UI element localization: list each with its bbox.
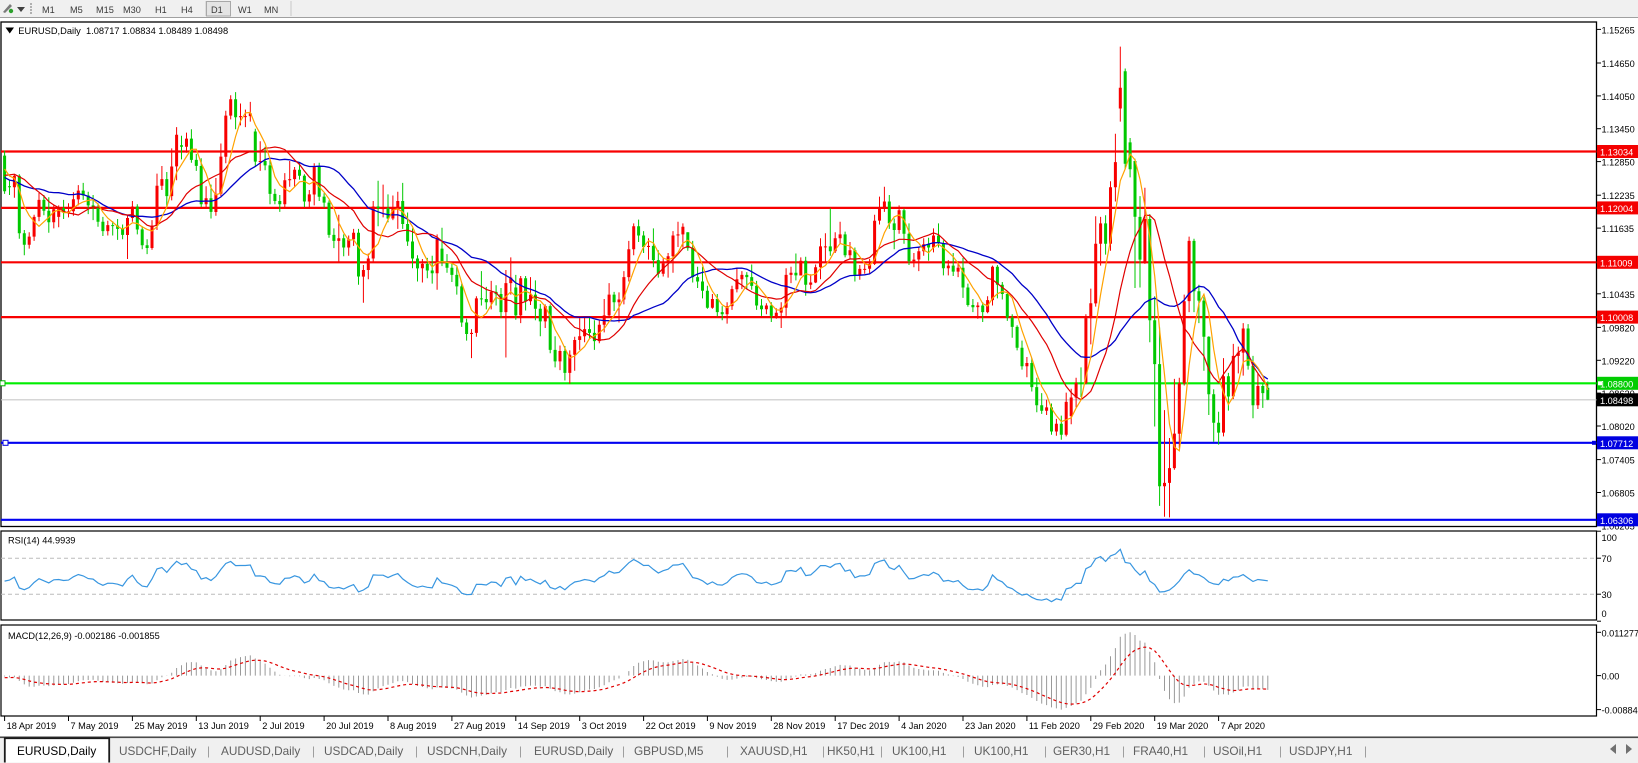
svg-text:23 Jan 2020: 23 Jan 2020 bbox=[965, 721, 1016, 731]
svg-text:13 Jun 2019: 13 Jun 2019 bbox=[198, 721, 249, 731]
svg-text:GBPUSD,M5: GBPUSD,M5 bbox=[634, 744, 704, 758]
svg-text:1.09220: 1.09220 bbox=[1602, 356, 1635, 366]
svg-text:H4: H4 bbox=[181, 5, 193, 15]
svg-text:MACD(12,26,9) -0.002186 -0.001: MACD(12,26,9) -0.002186 -0.001855 bbox=[8, 631, 160, 641]
svg-text:1.06306: 1.06306 bbox=[1600, 516, 1633, 526]
svg-text:7 Apr 2020: 7 Apr 2020 bbox=[1221, 721, 1265, 731]
svg-text:|: | bbox=[880, 744, 883, 758]
svg-text:D1: D1 bbox=[211, 5, 223, 15]
svg-text:RSI(14) 44.9939: RSI(14) 44.9939 bbox=[8, 536, 75, 546]
svg-text:|: | bbox=[519, 744, 522, 758]
svg-text:2 Jul 2019: 2 Jul 2019 bbox=[262, 721, 304, 731]
svg-text:17 Dec 2019: 17 Dec 2019 bbox=[837, 721, 889, 731]
svg-text:0: 0 bbox=[1602, 609, 1607, 619]
svg-text:19 Mar 2020: 19 Mar 2020 bbox=[1157, 721, 1209, 731]
svg-text:1.11635: 1.11635 bbox=[1602, 224, 1635, 234]
svg-text:11 Feb 2020: 11 Feb 2020 bbox=[1029, 721, 1080, 731]
svg-text:1.12004: 1.12004 bbox=[1600, 204, 1633, 214]
svg-text:|: | bbox=[822, 744, 825, 758]
svg-text:70: 70 bbox=[1602, 554, 1612, 564]
svg-text:UK100,H1: UK100,H1 bbox=[974, 744, 1028, 758]
svg-text:28 Nov 2019: 28 Nov 2019 bbox=[773, 721, 825, 731]
svg-text:27 Aug 2019: 27 Aug 2019 bbox=[454, 721, 506, 731]
svg-text:USDJPY,H1: USDJPY,H1 bbox=[1289, 744, 1352, 758]
svg-text:M5: M5 bbox=[70, 5, 83, 15]
svg-text:1.13034: 1.13034 bbox=[1600, 148, 1633, 158]
svg-text:1.12850: 1.12850 bbox=[1602, 158, 1635, 168]
svg-text:M1: M1 bbox=[42, 5, 55, 15]
svg-text:EURUSD,Daily: EURUSD,Daily bbox=[534, 744, 613, 758]
svg-text:29 Feb 2020: 29 Feb 2020 bbox=[1093, 721, 1145, 731]
svg-text:M15: M15 bbox=[96, 5, 114, 15]
svg-text:1.08020: 1.08020 bbox=[1602, 422, 1635, 432]
svg-text:|: | bbox=[622, 744, 625, 758]
svg-text:W1: W1 bbox=[238, 5, 252, 15]
svg-text:4 Jan 2020: 4 Jan 2020 bbox=[901, 721, 946, 731]
svg-text:USDCAD,Daily: USDCAD,Daily bbox=[324, 744, 403, 758]
svg-text:EURUSD,Daily 1.08717 1.08834: EURUSD,Daily 1.08717 1.08834 1.08489 1.0… bbox=[18, 26, 228, 36]
svg-text:0.00: 0.00 bbox=[1602, 672, 1620, 682]
svg-text:HK50,H1: HK50,H1 bbox=[827, 744, 875, 758]
svg-text:1.12235: 1.12235 bbox=[1602, 191, 1635, 201]
svg-text:9 Nov 2019: 9 Nov 2019 bbox=[709, 721, 756, 731]
svg-text:18 Apr 2019: 18 Apr 2019 bbox=[7, 721, 57, 731]
svg-text:|: | bbox=[1364, 744, 1367, 758]
svg-text:EURUSD,Daily: EURUSD,Daily bbox=[17, 744, 96, 758]
svg-text:20 Jul 2019: 20 Jul 2019 bbox=[326, 721, 374, 731]
svg-text:M30: M30 bbox=[123, 5, 141, 15]
svg-text:|: | bbox=[1044, 744, 1047, 758]
svg-text:|: | bbox=[207, 744, 210, 758]
svg-text:1.14650: 1.14650 bbox=[1602, 59, 1635, 69]
svg-text:1.14050: 1.14050 bbox=[1602, 92, 1635, 102]
svg-text:|: | bbox=[1203, 744, 1206, 758]
svg-text:H1: H1 bbox=[155, 5, 167, 15]
svg-text:1.10008: 1.10008 bbox=[1600, 313, 1633, 323]
svg-text:USOil,H1: USOil,H1 bbox=[1213, 744, 1262, 758]
svg-text:7 May 2019: 7 May 2019 bbox=[71, 721, 119, 731]
svg-text:8 Aug 2019: 8 Aug 2019 bbox=[390, 721, 437, 731]
svg-text:-0.0088450: -0.0088450 bbox=[1602, 706, 1638, 716]
svg-text:100: 100 bbox=[1602, 533, 1617, 543]
svg-text:|: | bbox=[1122, 744, 1125, 758]
svg-text:|: | bbox=[726, 744, 729, 758]
svg-text:GER30,H1: GER30,H1 bbox=[1053, 744, 1110, 758]
svg-text:1.08800: 1.08800 bbox=[1600, 379, 1633, 389]
svg-text:USDCHF,Daily: USDCHF,Daily bbox=[119, 744, 196, 758]
svg-text:FRA40,H1: FRA40,H1 bbox=[1133, 744, 1188, 758]
svg-text:UK100,H1: UK100,H1 bbox=[892, 744, 946, 758]
svg-text:AUDUSD,Daily: AUDUSD,Daily bbox=[221, 744, 300, 758]
svg-text:22 Oct 2019: 22 Oct 2019 bbox=[646, 721, 696, 731]
svg-text:1.10435: 1.10435 bbox=[1602, 290, 1635, 300]
svg-text:1.07405: 1.07405 bbox=[1602, 456, 1635, 466]
svg-text:XAUUSD,H1: XAUUSD,H1 bbox=[740, 744, 808, 758]
svg-text:|: | bbox=[1279, 744, 1282, 758]
svg-text:30: 30 bbox=[1602, 590, 1612, 600]
svg-text:1.08498: 1.08498 bbox=[1600, 396, 1633, 406]
svg-text:1.11009: 1.11009 bbox=[1600, 258, 1633, 268]
svg-text:|: | bbox=[415, 744, 418, 758]
svg-text:USDCNH,Daily: USDCNH,Daily bbox=[427, 744, 507, 758]
svg-text:14 Sep 2019: 14 Sep 2019 bbox=[518, 721, 570, 731]
svg-text:|: | bbox=[312, 744, 315, 758]
svg-text:1.09820: 1.09820 bbox=[1602, 323, 1635, 333]
svg-text:3 Oct 2019: 3 Oct 2019 bbox=[582, 721, 627, 731]
svg-text:|: | bbox=[962, 744, 965, 758]
svg-text:25 May 2019: 25 May 2019 bbox=[134, 721, 187, 731]
svg-text:1.13450: 1.13450 bbox=[1602, 125, 1635, 135]
svg-text:1.15265: 1.15265 bbox=[1602, 25, 1635, 35]
svg-text:1.06805: 1.06805 bbox=[1602, 489, 1635, 499]
svg-text:MN: MN bbox=[264, 5, 278, 15]
svg-text:1.07712: 1.07712 bbox=[1600, 439, 1633, 449]
